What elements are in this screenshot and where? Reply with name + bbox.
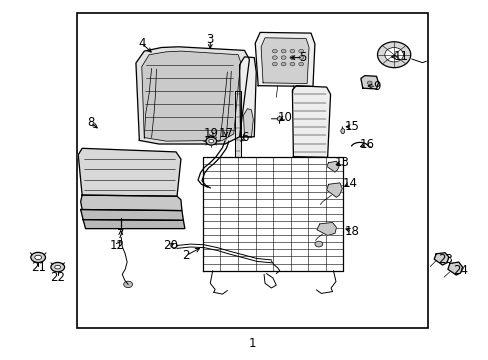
Ellipse shape bbox=[31, 252, 45, 262]
Ellipse shape bbox=[35, 255, 41, 260]
Ellipse shape bbox=[289, 62, 294, 66]
Text: 10: 10 bbox=[277, 111, 292, 124]
Polygon shape bbox=[447, 262, 462, 275]
Ellipse shape bbox=[170, 243, 177, 248]
Text: 15: 15 bbox=[344, 120, 359, 133]
Text: 6: 6 bbox=[240, 131, 248, 144]
Ellipse shape bbox=[314, 241, 322, 247]
Polygon shape bbox=[292, 86, 330, 157]
Text: 13: 13 bbox=[334, 156, 349, 169]
Polygon shape bbox=[78, 148, 181, 196]
Ellipse shape bbox=[298, 49, 303, 53]
Ellipse shape bbox=[123, 281, 132, 288]
Polygon shape bbox=[203, 157, 343, 271]
Text: 21: 21 bbox=[31, 261, 45, 274]
Text: 2: 2 bbox=[182, 249, 189, 262]
Ellipse shape bbox=[272, 62, 277, 66]
Ellipse shape bbox=[281, 49, 285, 53]
Ellipse shape bbox=[208, 139, 213, 143]
Text: 23: 23 bbox=[438, 253, 452, 266]
Text: 4: 4 bbox=[138, 37, 145, 50]
Text: 20: 20 bbox=[163, 239, 177, 252]
Text: 14: 14 bbox=[342, 177, 357, 190]
Ellipse shape bbox=[377, 42, 410, 68]
Bar bbox=[77, 13, 427, 328]
Text: 1: 1 bbox=[248, 337, 256, 350]
Polygon shape bbox=[81, 195, 182, 211]
Ellipse shape bbox=[298, 62, 303, 66]
Ellipse shape bbox=[384, 48, 403, 62]
Text: 9: 9 bbox=[372, 80, 380, 93]
Ellipse shape bbox=[272, 56, 277, 59]
Text: 22: 22 bbox=[50, 271, 65, 284]
Text: 16: 16 bbox=[359, 138, 373, 150]
Ellipse shape bbox=[55, 265, 61, 269]
Ellipse shape bbox=[366, 81, 371, 85]
Polygon shape bbox=[239, 57, 256, 137]
Ellipse shape bbox=[277, 117, 282, 121]
Polygon shape bbox=[433, 253, 448, 265]
Text: 3: 3 bbox=[206, 33, 214, 46]
Ellipse shape bbox=[281, 56, 285, 59]
Polygon shape bbox=[136, 47, 249, 144]
Polygon shape bbox=[81, 210, 183, 220]
Polygon shape bbox=[360, 76, 378, 89]
Ellipse shape bbox=[205, 137, 216, 145]
Polygon shape bbox=[326, 183, 342, 197]
Text: 18: 18 bbox=[344, 225, 359, 238]
Polygon shape bbox=[142, 51, 240, 141]
Ellipse shape bbox=[340, 129, 344, 134]
Ellipse shape bbox=[289, 49, 294, 53]
Polygon shape bbox=[243, 109, 253, 138]
Polygon shape bbox=[316, 222, 336, 235]
Ellipse shape bbox=[289, 56, 294, 59]
Polygon shape bbox=[255, 32, 314, 86]
Ellipse shape bbox=[51, 262, 64, 272]
Text: 12: 12 bbox=[110, 239, 124, 252]
Text: 7: 7 bbox=[117, 228, 124, 241]
Polygon shape bbox=[261, 38, 308, 84]
Ellipse shape bbox=[298, 56, 303, 59]
Text: 19: 19 bbox=[203, 127, 218, 140]
Polygon shape bbox=[234, 91, 240, 157]
Ellipse shape bbox=[281, 62, 285, 66]
Text: 8: 8 bbox=[86, 116, 94, 129]
Ellipse shape bbox=[272, 49, 277, 53]
Polygon shape bbox=[83, 220, 184, 229]
Text: 24: 24 bbox=[452, 264, 467, 277]
Text: 17: 17 bbox=[218, 127, 233, 140]
Polygon shape bbox=[326, 161, 339, 172]
Text: 5: 5 bbox=[299, 51, 306, 64]
Text: 11: 11 bbox=[393, 50, 407, 63]
